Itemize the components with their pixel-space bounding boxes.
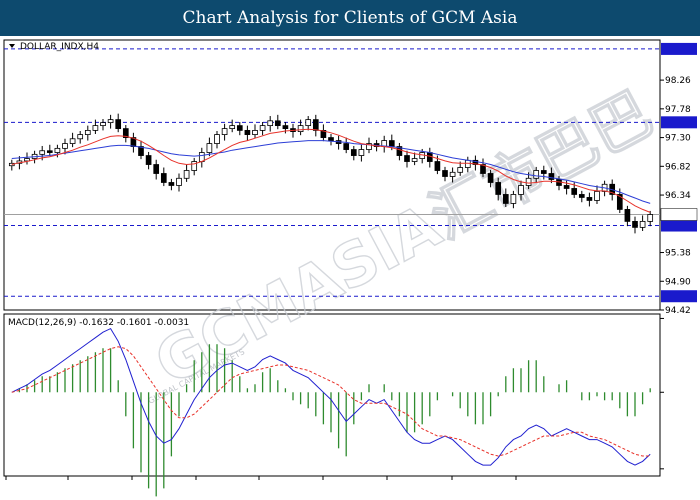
candle-body [571,188,578,195]
candle-body [305,119,312,127]
candle-body [594,191,600,201]
price-tick-label: 97.30 [665,134,691,144]
candle-body [457,167,464,173]
price-tick-label: 97.78 [665,105,691,115]
candle-body [624,209,631,222]
candle-body [616,194,623,210]
level-label-bg [661,116,697,129]
candle-body [183,170,190,179]
candle-body [282,125,289,130]
candle-body [358,149,365,156]
macd-title: MACD(12,26,9) -0.1632 -0.1601 -0.0031 [8,318,189,328]
dropdown-arrow-icon[interactable] [9,44,15,48]
macd-histogram [18,344,651,497]
candle-body [46,150,53,153]
candle-body [510,194,517,204]
candle-body [525,177,532,186]
candle-body [320,129,327,138]
candle-body [191,161,198,171]
price-tick-label: 95.38 [665,249,691,259]
candle-body [647,214,654,222]
candle-body [168,182,175,186]
candle-body [77,134,84,140]
candle-body [62,143,68,149]
macd-line [11,327,651,466]
ma-slow-line [11,140,651,204]
candle-body [115,119,122,130]
candle-body [404,155,410,162]
candle-body [495,182,502,195]
candle-body [92,125,99,131]
candle-body [206,143,213,153]
candle-body [8,162,15,167]
candle-body [107,119,114,124]
candle-body [518,185,524,195]
level-label-bg [661,42,697,55]
price-tick-label: 98.26 [665,76,691,86]
candle-body [54,147,61,153]
level-label-bg [661,290,697,303]
candle-body [639,220,646,228]
candle-body [259,125,266,131]
price-tick-label: 96.82 [665,162,691,172]
candle-body [502,194,509,204]
candle-body [396,146,403,156]
candle-body [122,128,129,138]
candle-body [138,146,144,156]
candle-body [100,122,106,127]
candle-body [472,159,479,165]
candle-body [480,164,486,174]
candle-body [153,164,160,174]
macd-panel [3,313,661,477]
candle-body [442,170,448,177]
chart-area[interactable]: GCMASIA汇市巴巴 GLOBAL CAPITAL MARKETS DOLLA… [0,36,700,500]
candle-body [388,140,395,147]
candle-body [176,177,182,186]
candle-body [39,150,46,155]
candle-body [84,129,91,135]
candle-body [411,158,418,162]
candle-body [297,125,304,132]
candle-body [540,170,547,174]
candle-body [366,143,372,150]
candle-body [312,119,319,131]
candle-body [236,125,243,131]
price-tick-label: 96.34 [665,191,691,201]
candle-body [434,161,441,171]
candle-body [274,120,281,127]
price-tick-label: 94.42 [665,306,691,316]
candle-body [24,158,30,162]
candle-body [229,125,236,130]
candle-body [145,155,152,165]
candle-body [563,185,570,189]
chart-banner-title: Chart Analysis for Clients of GCM Asia [0,0,700,36]
signal-line [11,346,651,457]
candle-body [252,129,258,135]
price-tick-label: 94.90 [665,277,691,287]
price-chart-title: DOLLAR_INDX,H4 [20,42,99,52]
candle-body [548,173,555,180]
candle-body [449,171,456,177]
candle-body [244,129,251,135]
level-label-bg [661,219,697,232]
candle-body [632,220,638,228]
candle-body [221,128,228,135]
candle-body [130,137,137,147]
candle-body [350,149,357,156]
candle-body [586,197,593,201]
candle-body [343,143,350,150]
ma-fast-line [11,128,651,213]
current-price-label-bg [660,208,698,221]
candle-body [267,120,274,127]
candle-body [533,170,540,179]
candle-body [328,137,334,141]
candle-body [487,173,494,183]
candle-body [214,134,220,144]
candle-body [578,194,585,198]
candle-body [160,173,167,183]
candle-body [69,138,76,144]
